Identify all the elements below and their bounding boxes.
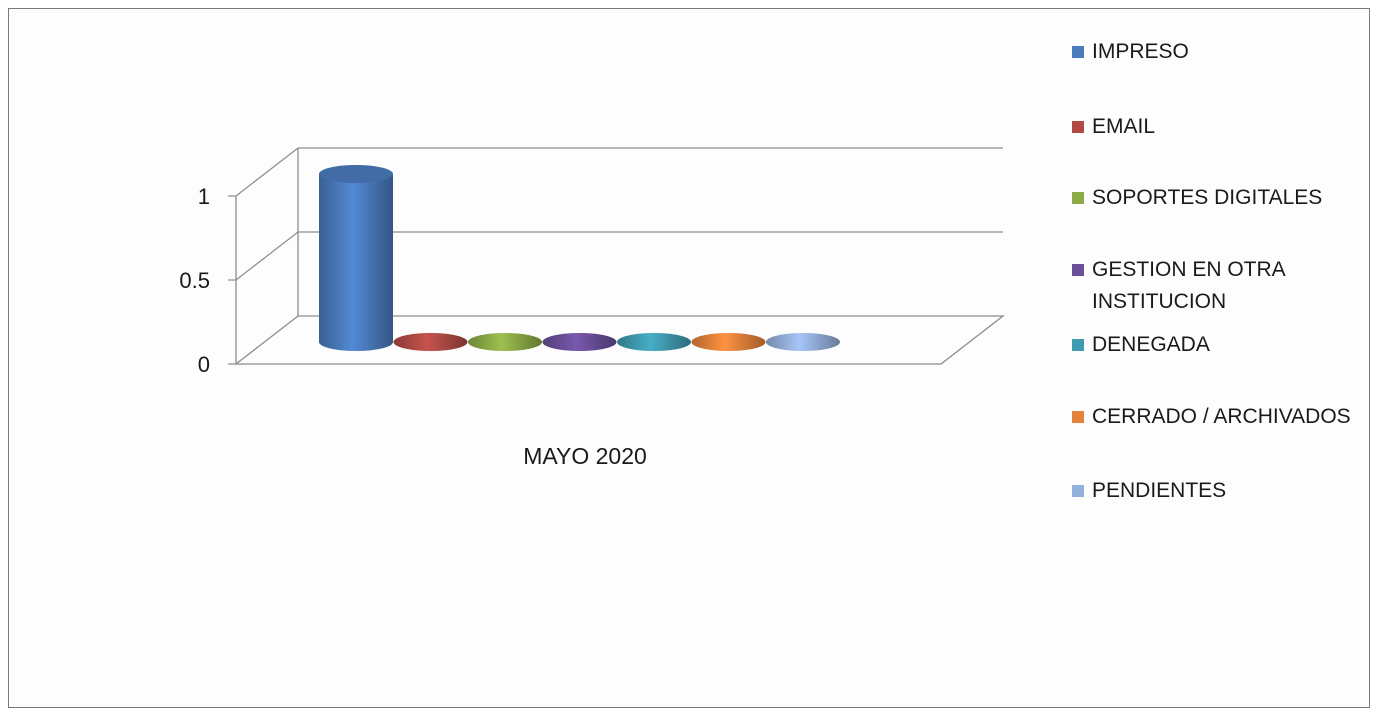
- legend-label: DENEGADA: [1092, 333, 1210, 356]
- bar-impreso: [319, 165, 393, 351]
- bar-denegada: [617, 333, 691, 351]
- bar-cylinder-body: [319, 174, 393, 351]
- chart-frame: [8, 8, 1370, 708]
- legend-item: EMAIL: [1072, 115, 1155, 143]
- bar-gestion-en-otra-institucion: [542, 333, 617, 351]
- bar-zero-disc: [617, 333, 691, 351]
- bar-zero-disc: [766, 333, 840, 351]
- gridline-side: [235, 231, 299, 281]
- legend-label: GESTION EN OTRA INSTITUCION: [1092, 258, 1285, 313]
- legend-label: IMPRESO: [1092, 40, 1189, 63]
- gridline-side: [235, 147, 299, 197]
- legend-label: PENDIENTES: [1092, 479, 1227, 502]
- legend-swatch: [1072, 46, 1084, 58]
- legend-swatch: [1072, 485, 1084, 497]
- bar-cerrado-archivados: [691, 333, 766, 351]
- plot-floor: [234, 315, 1005, 365]
- legend-swatch: [1072, 121, 1084, 133]
- bar-cylinder-top: [319, 165, 393, 183]
- bar-zero-disc: [393, 333, 468, 351]
- legend-item: GESTION EN OTRA INSTITUCION: [1072, 258, 1312, 318]
- legend-item: IMPRESO: [1072, 40, 1189, 68]
- y-tick-label: 0.5: [179, 268, 210, 293]
- legend-swatch: [1072, 411, 1084, 423]
- chart-plot: 0 0.5 1 MAYO 2020: [179, 147, 1005, 469]
- bar-pendientes: [766, 333, 840, 351]
- legend-swatch: [1072, 339, 1084, 351]
- bar-zero-disc: [468, 333, 542, 351]
- y-tick-label: 0: [198, 352, 210, 377]
- bar-zero-disc: [691, 333, 766, 351]
- legend-swatch: [1072, 264, 1084, 276]
- bar-soportes-digitales: [468, 333, 542, 351]
- legend-label: CERRADO / ARCHIVADOS: [1092, 405, 1351, 428]
- legend-label: SOPORTES DIGITALES: [1092, 186, 1323, 209]
- bar-email: [393, 333, 468, 351]
- bar-zero-disc: [542, 333, 617, 351]
- legend-item: SOPORTES DIGITALES: [1072, 186, 1322, 214]
- legend-item: PENDIENTES: [1072, 479, 1226, 507]
- legend-item: DENEGADA: [1072, 333, 1210, 361]
- legend-item: CERRADO / ARCHIVADOS: [1072, 405, 1351, 433]
- legend-label: EMAIL: [1092, 115, 1156, 138]
- x-axis-category-label: MAYO 2020: [523, 443, 647, 469]
- y-tick-label: 1: [198, 184, 210, 209]
- legend-swatch: [1072, 192, 1084, 204]
